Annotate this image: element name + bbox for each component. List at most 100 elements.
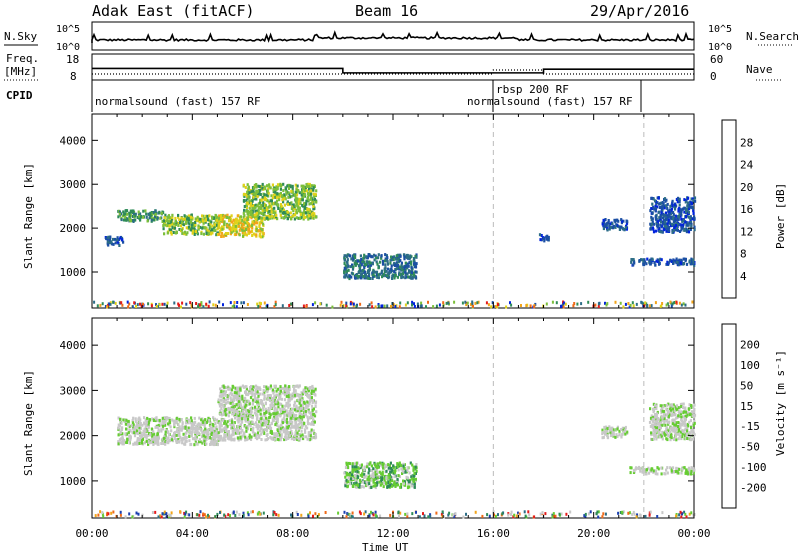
velocity-echo-point (173, 437, 176, 440)
power-echo-point (253, 197, 256, 201)
velocity-echo-point (241, 407, 244, 411)
power-echo-point (169, 228, 172, 232)
velocity-echo-point (683, 510, 686, 514)
power-echo-point (667, 209, 670, 213)
velocity-echo-point (185, 439, 188, 443)
velocity-echo-point (110, 511, 113, 515)
velocity-echo-point (345, 480, 348, 484)
velocity-echo-point (232, 422, 235, 426)
velocity-echo-point (681, 512, 684, 516)
power-echo-point (653, 222, 656, 226)
velocity-echo-point (365, 484, 368, 488)
velocity-echo-point (161, 424, 164, 428)
power-echo-point (394, 305, 397, 308)
velocity-echo-point (272, 404, 275, 408)
velocity-echo-point (124, 422, 127, 426)
velocity-echo-point (168, 416, 171, 420)
power-echo-point (121, 303, 124, 307)
velocity-echo-point (293, 424, 296, 428)
power-echo-point (654, 207, 657, 211)
power-echo-point (189, 301, 192, 305)
power-echo-point (266, 193, 269, 197)
velocity-echo-point (118, 438, 121, 442)
power-echo-point (257, 208, 260, 211)
velocity-echo-point (121, 442, 124, 446)
velocity-echo-point (273, 409, 276, 413)
power-echo-point (371, 271, 374, 275)
power-echo-point (662, 221, 665, 225)
velocity-echo-point (349, 513, 352, 517)
velocity-echo-point (289, 426, 292, 430)
power-echo-point (181, 231, 184, 235)
velocity-echo-point (370, 486, 373, 489)
velocity-echo-point (280, 433, 283, 437)
velocity-echo-point (288, 385, 291, 389)
velocity-echo-point (164, 433, 167, 437)
velocity-echo-point (143, 421, 146, 425)
velocity-echo-point (264, 402, 267, 406)
velocity-echo-point (244, 419, 247, 423)
velocity-echo-point (188, 429, 191, 433)
power-echo-point (346, 258, 349, 262)
power-echo-point (286, 184, 289, 188)
power-echo-point (107, 243, 110, 247)
power-echo-point (672, 213, 675, 217)
velocity-echo-point (218, 434, 221, 438)
velocity-echo-point (253, 393, 256, 396)
power-echo-point (260, 184, 263, 188)
velocity-echo-point (223, 433, 226, 437)
velocity-echo-point (175, 438, 178, 442)
velocity-echo-point (275, 412, 278, 416)
velocity-echo-point (167, 441, 170, 445)
power-echo-point (671, 302, 674, 306)
nave-label: Nave (746, 63, 773, 76)
power-echo-point (198, 303, 201, 307)
velocity-echo-point (344, 482, 347, 486)
power-echo-point (407, 269, 411, 273)
velocity-echo-point (165, 515, 168, 519)
power-echo-point (292, 214, 295, 218)
velocity-echo-point (165, 440, 168, 444)
power-echo-point (682, 262, 685, 266)
velocity-echo-point (615, 433, 618, 437)
power-echo-point (177, 222, 180, 225)
velocity-echo-point (362, 475, 366, 479)
power-echo-point (380, 254, 383, 258)
velocity-echo-point (650, 414, 653, 418)
velocity-echo-point (136, 429, 139, 433)
power-echo-point (202, 214, 205, 218)
velocity-echo-point (256, 423, 259, 427)
velocity-echo-point (119, 432, 122, 436)
velocity-echo-point (274, 402, 277, 406)
velocity-echo-point (140, 435, 143, 439)
power-echo-point (234, 224, 237, 228)
velocity-echo-point (198, 416, 201, 420)
power-echo-point (427, 300, 429, 304)
velocity-echo-point (353, 465, 356, 469)
velocity-echo-point (345, 462, 349, 466)
power-echo-point (641, 258, 644, 262)
power-echo-point (690, 217, 693, 221)
power-echo-point (256, 204, 259, 208)
velocity-echo-point (139, 431, 142, 434)
power-y-tick-label: 1000 (60, 266, 87, 279)
velocity-echo-point (198, 513, 201, 517)
power-echo-point (298, 197, 301, 201)
velocity-echo-point (102, 514, 105, 518)
power-echo-point (673, 225, 676, 229)
power-echo-point (650, 222, 653, 226)
velocity-echo-point (415, 463, 418, 466)
power-echo-point (659, 220, 663, 224)
velocity-echo-point (269, 413, 272, 417)
velocity-echo-point (299, 434, 302, 438)
power-echo-point (291, 190, 294, 194)
power-echo-point (390, 255, 393, 259)
power-echo-point (407, 264, 410, 268)
velocity-echo-point (171, 435, 174, 439)
velocity-echo-point (357, 466, 360, 470)
velocity-echo-point (239, 387, 242, 391)
velocity-echo-point (245, 429, 248, 433)
power-echo-point (121, 238, 124, 242)
velocity-echo-point (132, 425, 135, 429)
velocity-echo-point (152, 419, 155, 422)
